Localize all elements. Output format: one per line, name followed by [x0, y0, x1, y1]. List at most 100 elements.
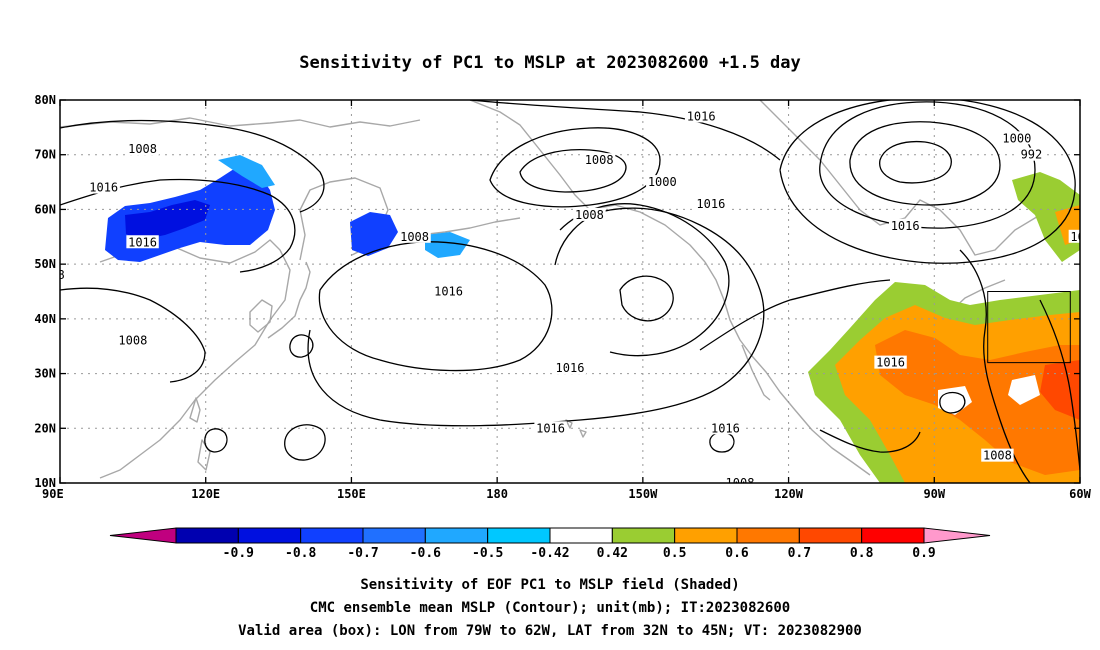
- colorbar-min-triangle: [109, 527, 177, 544]
- contour-label-bg: [646, 175, 679, 189]
- contour-label-bg: [573, 207, 606, 221]
- shade-hole-1: [1008, 375, 1040, 405]
- longitude-ticks: 90E 120E 150E 180 150W 120W 90W 60W: [42, 100, 1092, 501]
- lat-tick-label: 50N: [34, 257, 56, 271]
- coast-alaska: [469, 100, 706, 263]
- contour-label-bg: [553, 361, 587, 375]
- lat-tick-label: 80N: [34, 93, 56, 107]
- contour-label-bg: [1019, 147, 1044, 161]
- coast-aleutians: [419, 217, 521, 236]
- contour-1016-pacific-outer: [307, 207, 765, 427]
- lat-tick-label: 30N: [34, 367, 56, 381]
- mslp-contours: [60, 100, 1080, 483]
- coast-east-asia: [99, 239, 291, 479]
- latitude-ticks: 80N 70N 60N 50N 40N 30N 20N 10N: [34, 93, 1080, 490]
- coast-canada: [759, 100, 1080, 256]
- contour-label-bg: [126, 235, 159, 249]
- contour-label: 1016: [556, 361, 585, 375]
- lon-tick-label: 180: [486, 487, 508, 501]
- map-panel: 1008101610161008100800010081016100810001…: [34, 93, 1099, 501]
- contour-label-bg: [723, 476, 757, 483]
- colorbar-segment: [611, 527, 676, 544]
- colorbar-segment: [798, 527, 863, 544]
- colorbar-tick-label: -0.5: [472, 546, 503, 561]
- contour-label: 1008: [726, 476, 755, 490]
- contour-label: 1016: [876, 356, 905, 370]
- contour-label-bg: [60, 268, 67, 282]
- caption-line-2: CMC ensemble mean MSLP (Contour); unit(m…: [310, 600, 790, 616]
- colorbar-segment: [300, 527, 364, 544]
- shade-negative-kamchatka-edge: [425, 232, 470, 258]
- contour-label-bg: [684, 109, 718, 123]
- contour-label-bg: [694, 196, 728, 210]
- lat-tick-label: 60N: [34, 202, 56, 216]
- contour-small-low-3: [939, 391, 966, 414]
- contour-1008-mexico: [819, 429, 921, 453]
- shade-negative-kamchatka: [350, 212, 398, 256]
- colorbar-tick-label: 0.5: [663, 546, 686, 561]
- colorbar-tick-label: 0.42: [597, 546, 628, 561]
- contour-1020-ne-pacific: [619, 275, 674, 322]
- contour-1016-north-pacific: [469, 100, 781, 161]
- contour-label: 1016: [536, 421, 565, 435]
- lon-tick-label: 60W: [1069, 487, 1091, 501]
- contour-label-bg: [126, 142, 159, 156]
- contour-label-bg: [116, 333, 150, 347]
- colorbar-segment: [487, 527, 551, 544]
- colorbar: -0.9 -0.8 -0.7 -0.6 -0.5 -0.42 0.42 0.5 0.6 0.7 0.…: [109, 527, 991, 561]
- coast-japan: [267, 261, 311, 339]
- lat-tick-label: 10N: [34, 476, 56, 490]
- caption-line-3: Valid area (box): LON from 79W to 62W, L…: [238, 623, 862, 639]
- contour-labels: 1008101610161008100800010081016100810001…: [60, 109, 1099, 490]
- contour-label: 992: [1021, 148, 1043, 162]
- colorbar-tick-label: 0.9: [912, 546, 935, 561]
- contour-label-bg: [888, 218, 922, 232]
- coast-siberia: [60, 117, 421, 128]
- contour-1016-north-america: [699, 279, 891, 351]
- lon-tick-label: 150W: [628, 487, 658, 501]
- contour-label: 1008: [585, 153, 614, 167]
- shade-negative-siberia-edge: [218, 155, 275, 188]
- colorbar-segment: [175, 527, 239, 544]
- contour-label: 1016: [696, 197, 725, 211]
- shade-positive-red: [1040, 360, 1080, 420]
- lon-tick-label: 90E: [42, 487, 64, 501]
- contour-label: 1000: [1002, 131, 1031, 145]
- contour-label: 1008: [400, 230, 429, 244]
- contour-label: 1016: [434, 285, 463, 299]
- contour-label: 1016: [711, 421, 740, 435]
- contour-small-high-1: [284, 424, 326, 461]
- contour-label-bg: [874, 355, 907, 369]
- lon-tick-label: 120W: [774, 487, 804, 501]
- contour-label-bg: [432, 284, 465, 298]
- sensitivity-shading: [105, 155, 1080, 483]
- coast-na-west: [704, 261, 871, 476]
- gridlines: [60, 100, 1080, 483]
- colorbar-segment: [736, 527, 800, 544]
- contour-1000-polar-low: [849, 121, 1001, 206]
- contour-992-polar-low: [879, 140, 952, 184]
- contour-1016-pacific-high: [318, 241, 553, 372]
- colorbar-tick-label: -0.8: [285, 546, 316, 561]
- lat-tick-label: 70N: [34, 148, 56, 162]
- contour-label-bg: [709, 421, 742, 435]
- contour-label-bg: [1000, 131, 1034, 145]
- contour-label: 1016: [128, 235, 157, 249]
- contour-1008-asia-north: [60, 119, 325, 213]
- coast-baja: [741, 344, 771, 401]
- contour-label: 1008: [575, 208, 604, 222]
- shade-positive-greenland: [1012, 172, 1080, 262]
- contour-1008-aleutian-low: [489, 127, 661, 208]
- contour-1008-asia-south: [60, 287, 206, 383]
- contour-1000-aleutian-low: [519, 149, 627, 193]
- valid-area-box: [987, 291, 1071, 364]
- contour-1016-atlantic: [959, 249, 1031, 483]
- lon-tick-label: 90W: [923, 487, 945, 501]
- contour-label-bg: [582, 153, 616, 167]
- contour-1008-polar-low: [819, 101, 1036, 229]
- contour-label: 1008: [118, 334, 147, 348]
- contour-label: 1016: [1070, 230, 1099, 244]
- colorbar-segment: [424, 527, 489, 544]
- colorbar-tick-label: 0.6: [725, 546, 749, 561]
- contour-label: 1016: [891, 219, 920, 233]
